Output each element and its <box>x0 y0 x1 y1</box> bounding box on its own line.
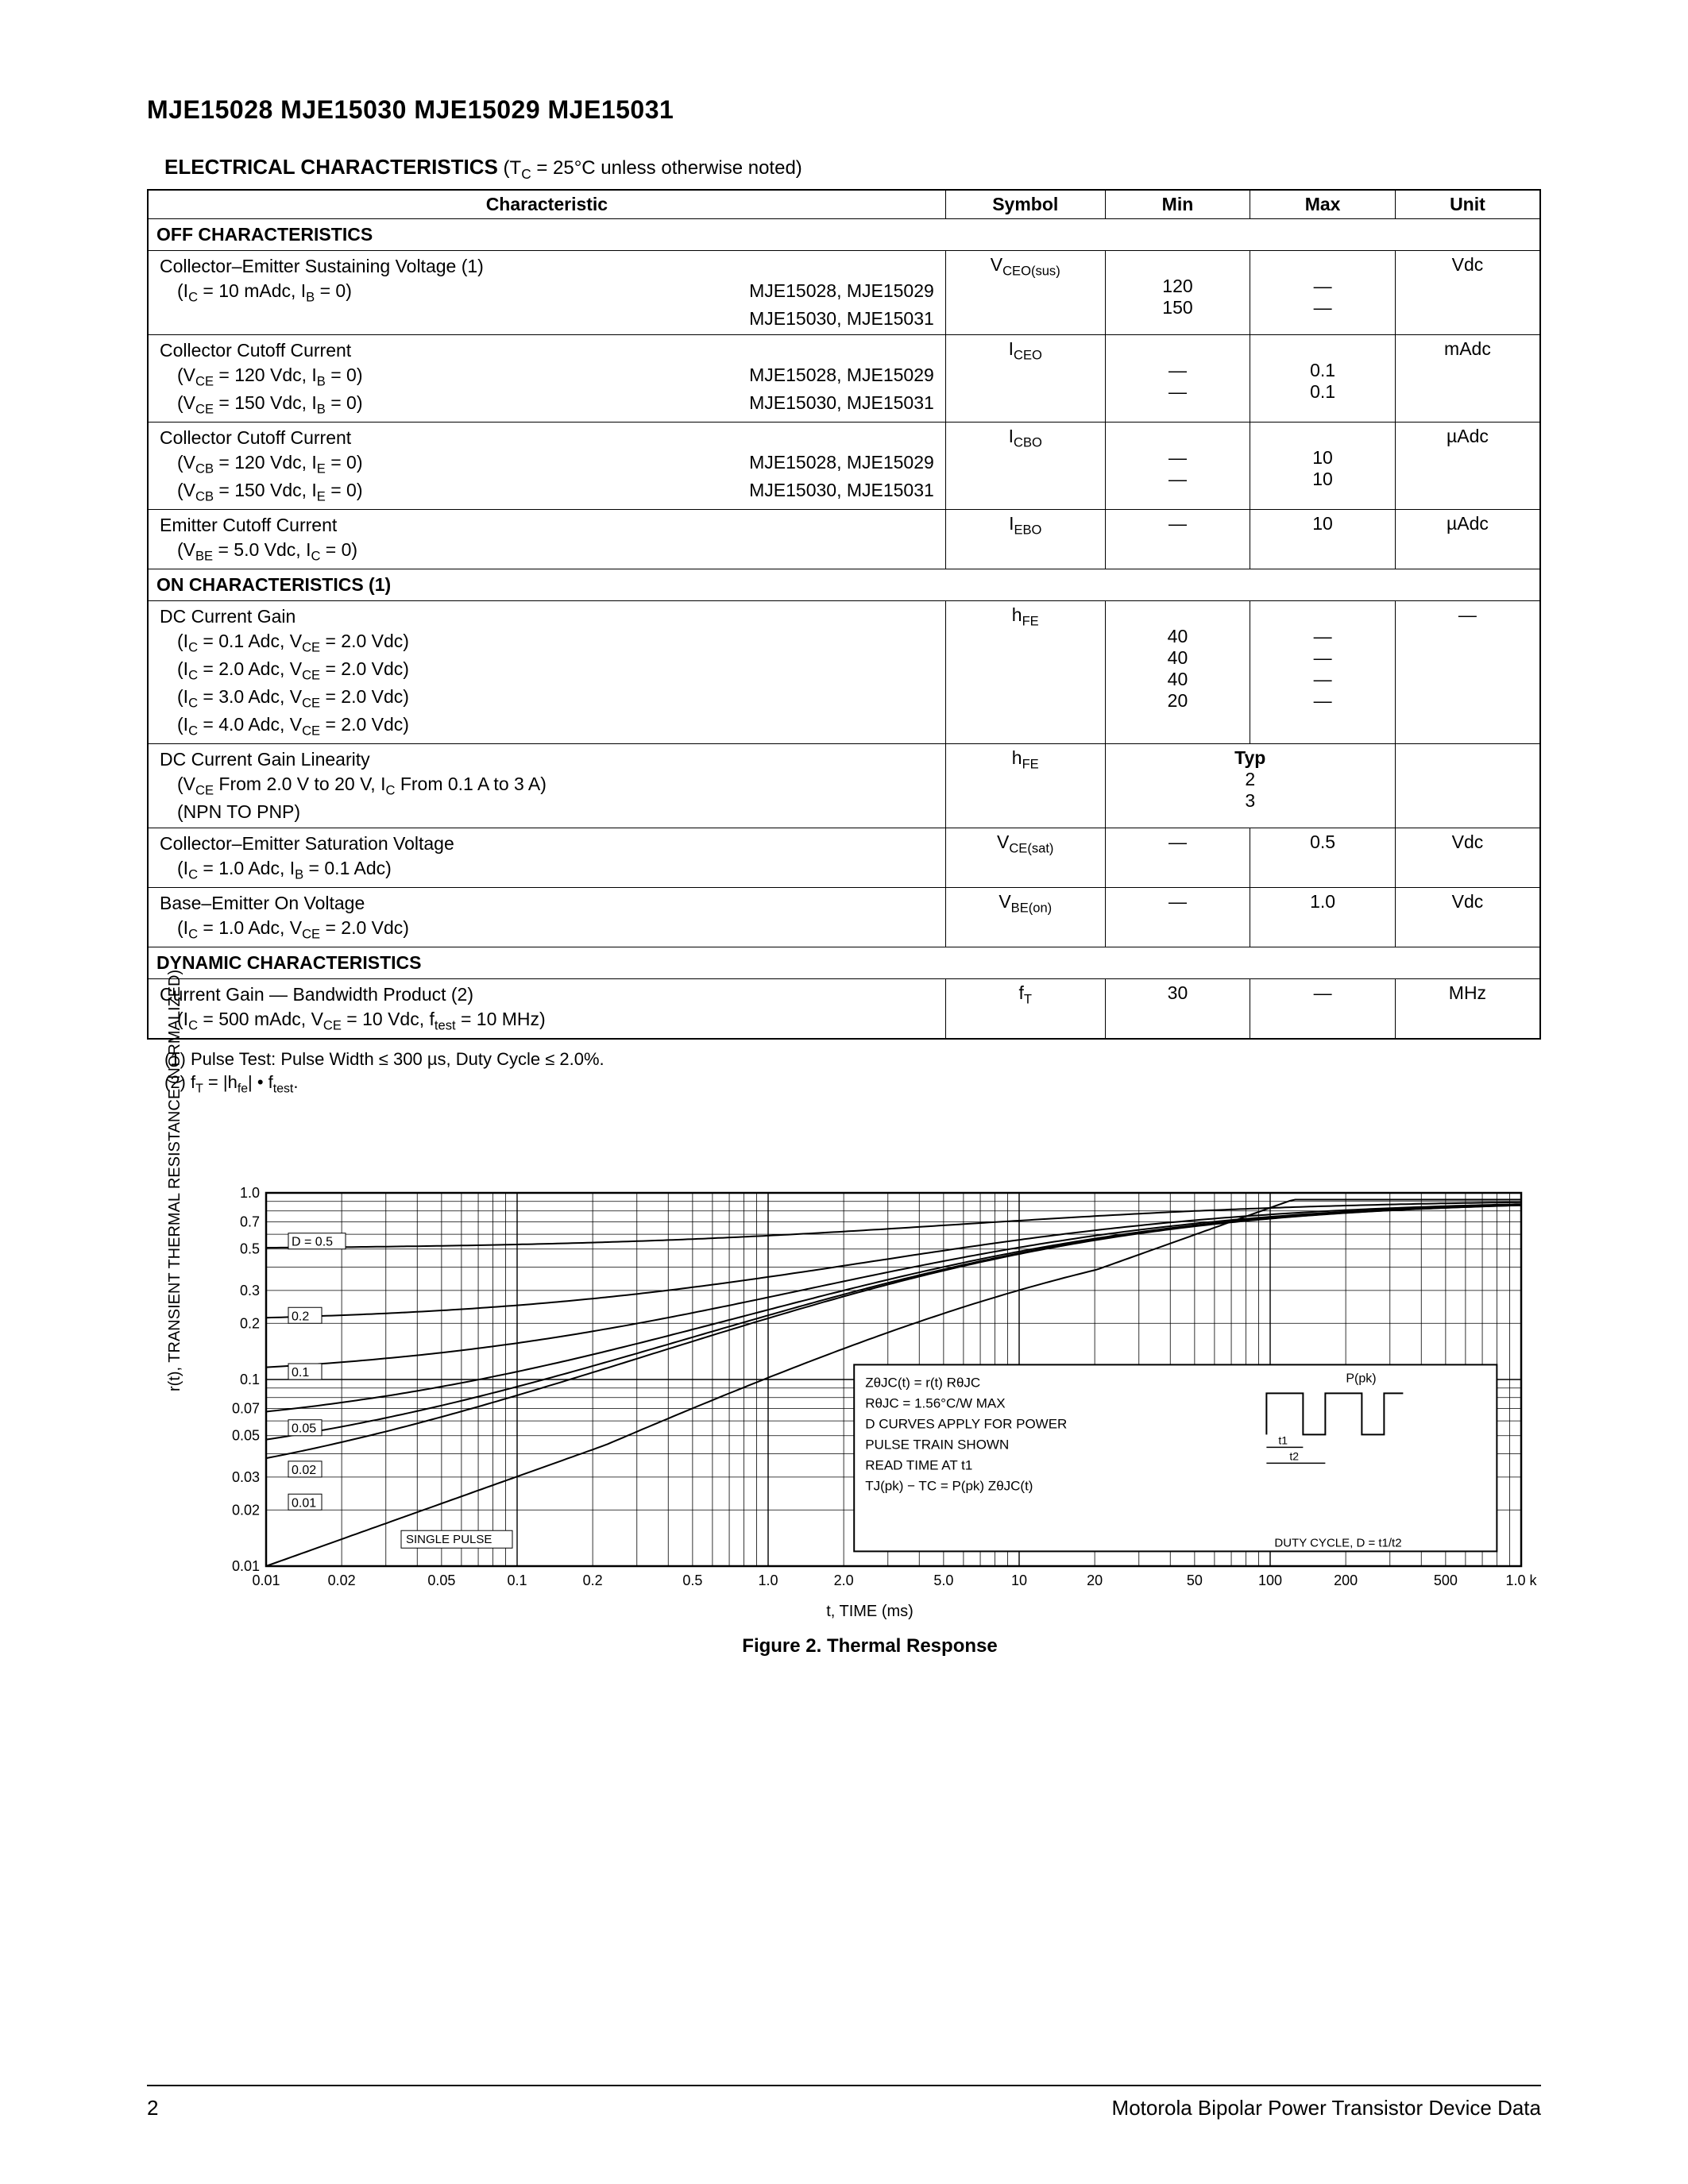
svg-text:READ TIME AT t1: READ TIME AT t1 <box>865 1458 972 1473</box>
svg-text:0.01: 0.01 <box>252 1572 280 1588</box>
svg-text:TJ(pk) − TC = P(pk) ZθJC(t): TJ(pk) − TC = P(pk) ZθJC(t) <box>865 1479 1033 1494</box>
svg-text:P(pk): P(pk) <box>1346 1372 1376 1386</box>
table-row: Collector Cutoff Current (VCB = 120 Vdc,… <box>148 422 1540 509</box>
svg-text:0.3: 0.3 <box>240 1283 260 1298</box>
section-off: OFF CHARACTERISTICS <box>148 218 1540 250</box>
y-axis-label: r(t), TRANSIENT THERMAL RESISTANCE (NORM… <box>166 970 184 1391</box>
table-row: Collector–Emitter Sustaining Voltage (1)… <box>148 250 1540 334</box>
svg-text:50: 50 <box>1187 1572 1203 1588</box>
svg-text:0.1: 0.1 <box>240 1372 260 1387</box>
svg-text:500: 500 <box>1434 1572 1458 1588</box>
svg-text:RθJC = 1.56°C/W MAX: RθJC = 1.56°C/W MAX <box>865 1396 1005 1411</box>
section-on: ON CHARACTERISTICS (1) <box>148 569 1540 600</box>
svg-text:t1: t1 <box>1278 1434 1288 1447</box>
svg-text:100: 100 <box>1258 1572 1282 1588</box>
figure-caption: Figure 2. Thermal Response <box>203 1635 1537 1657</box>
svg-text:0.03: 0.03 <box>232 1469 260 1485</box>
svg-text:1.0: 1.0 <box>240 1185 260 1201</box>
svg-text:D = 0.5: D = 0.5 <box>292 1236 333 1249</box>
svg-text:1.0 k: 1.0 k <box>1505 1572 1537 1588</box>
col-characteristic: Characteristic <box>148 190 945 219</box>
svg-text:0.2: 0.2 <box>583 1572 603 1588</box>
svg-text:0.1: 0.1 <box>507 1572 527 1588</box>
svg-text:D CURVES APPLY FOR POWER: D CURVES APPLY FOR POWER <box>865 1417 1067 1432</box>
svg-text:5.0: 5.0 <box>933 1572 953 1588</box>
svg-text:0.2: 0.2 <box>240 1315 260 1331</box>
svg-text:t2: t2 <box>1289 1450 1299 1463</box>
svg-text:200: 200 <box>1334 1572 1358 1588</box>
section-dynamic: DYNAMIC CHARACTERISTICS <box>148 947 1540 978</box>
svg-text:10: 10 <box>1011 1572 1027 1588</box>
footer-brand: Motorola Bipolar Power Transistor Device… <box>1112 2096 1541 2120</box>
svg-text:20: 20 <box>1087 1572 1103 1588</box>
svg-text:2.0: 2.0 <box>834 1572 854 1588</box>
title-condition: (TC = 25°C unless otherwise noted) <box>498 157 802 179</box>
footnote-2: (2) fT = |hfe| • ftest. <box>164 1071 1541 1098</box>
svg-text:1.0: 1.0 <box>758 1572 778 1588</box>
svg-text:0.01: 0.01 <box>292 1496 316 1510</box>
svg-text:0.02: 0.02 <box>232 1502 260 1518</box>
footnote-1: (1) Pulse Test: Pulse Width ≤ 300 µs, Du… <box>164 1048 1541 1071</box>
svg-text:0.07: 0.07 <box>232 1401 260 1417</box>
svg-text:0.05: 0.05 <box>292 1422 316 1436</box>
svg-text:ZθJC(t) = r(t) RθJC: ZθJC(t) = r(t) RθJC <box>865 1376 980 1391</box>
col-max: Max <box>1250 190 1396 219</box>
col-unit: Unit <box>1395 190 1540 219</box>
svg-text:SINGLE PULSE: SINGLE PULSE <box>406 1533 492 1546</box>
svg-text:DUTY CYCLE, D = t1/t2: DUTY CYCLE, D = t1/t2 <box>1274 1537 1401 1550</box>
table-row: DC Current Gain Linearity (VCE From 2.0 … <box>148 743 1540 828</box>
svg-text:0.5: 0.5 <box>682 1572 702 1588</box>
title-text: ELECTRICAL CHARACTERISTICS <box>164 155 498 179</box>
part-numbers: MJE15028 MJE15030 MJE15029 MJE15031 <box>147 95 1541 125</box>
footnotes: (1) Pulse Test: Pulse Width ≤ 300 µs, Du… <box>164 1048 1541 1098</box>
svg-text:0.2: 0.2 <box>292 1310 309 1323</box>
svg-text:0.1: 0.1 <box>292 1366 309 1379</box>
table-row: Collector Cutoff Current (VCE = 120 Vdc,… <box>148 334 1540 422</box>
col-symbol: Symbol <box>945 190 1105 219</box>
svg-text:0.01: 0.01 <box>232 1558 260 1574</box>
col-min: Min <box>1105 190 1250 219</box>
table-row: Emitter Cutoff Current (VBE = 5.0 Vdc, I… <box>148 509 1540 569</box>
table-row: DC Current Gain (IC = 0.1 Adc, VCE = 2.0… <box>148 600 1540 743</box>
svg-text:0.5: 0.5 <box>240 1241 260 1257</box>
svg-text:0.02: 0.02 <box>328 1572 356 1588</box>
x-axis-label: t, TIME (ms) <box>203 1603 1537 1621</box>
svg-text:0.02: 0.02 <box>292 1464 316 1477</box>
svg-text:0.7: 0.7 <box>240 1214 260 1230</box>
electrical-characteristics-table: Characteristic Symbol Min Max Unit OFF C… <box>147 189 1541 1040</box>
svg-text:0.05: 0.05 <box>427 1572 455 1588</box>
table-row: Base–Emitter On Voltage (IC = 1.0 Adc, V… <box>148 887 1540 947</box>
page-number: 2 <box>147 2096 158 2120</box>
table-header-row: Characteristic Symbol Min Max Unit <box>148 190 1540 219</box>
table-row: Current Gain — Bandwidth Product (2) (IC… <box>148 978 1540 1039</box>
page-footer: 2 Motorola Bipolar Power Transistor Devi… <box>147 2085 1541 2120</box>
thermal-response-chart: r(t), TRANSIENT THERMAL RESISTANCE (NORM… <box>203 1185 1537 1657</box>
table-row: Collector–Emitter Saturation Voltage (IC… <box>148 828 1540 887</box>
svg-text:0.05: 0.05 <box>232 1428 260 1444</box>
chart-svg: 1.00.70.50.30.20.10.070.050.030.020.010.… <box>203 1185 1537 1598</box>
section-title: ELECTRICAL CHARACTERISTICS (TC = 25°C un… <box>164 155 1541 183</box>
svg-text:PULSE TRAIN SHOWN: PULSE TRAIN SHOWN <box>865 1437 1009 1453</box>
